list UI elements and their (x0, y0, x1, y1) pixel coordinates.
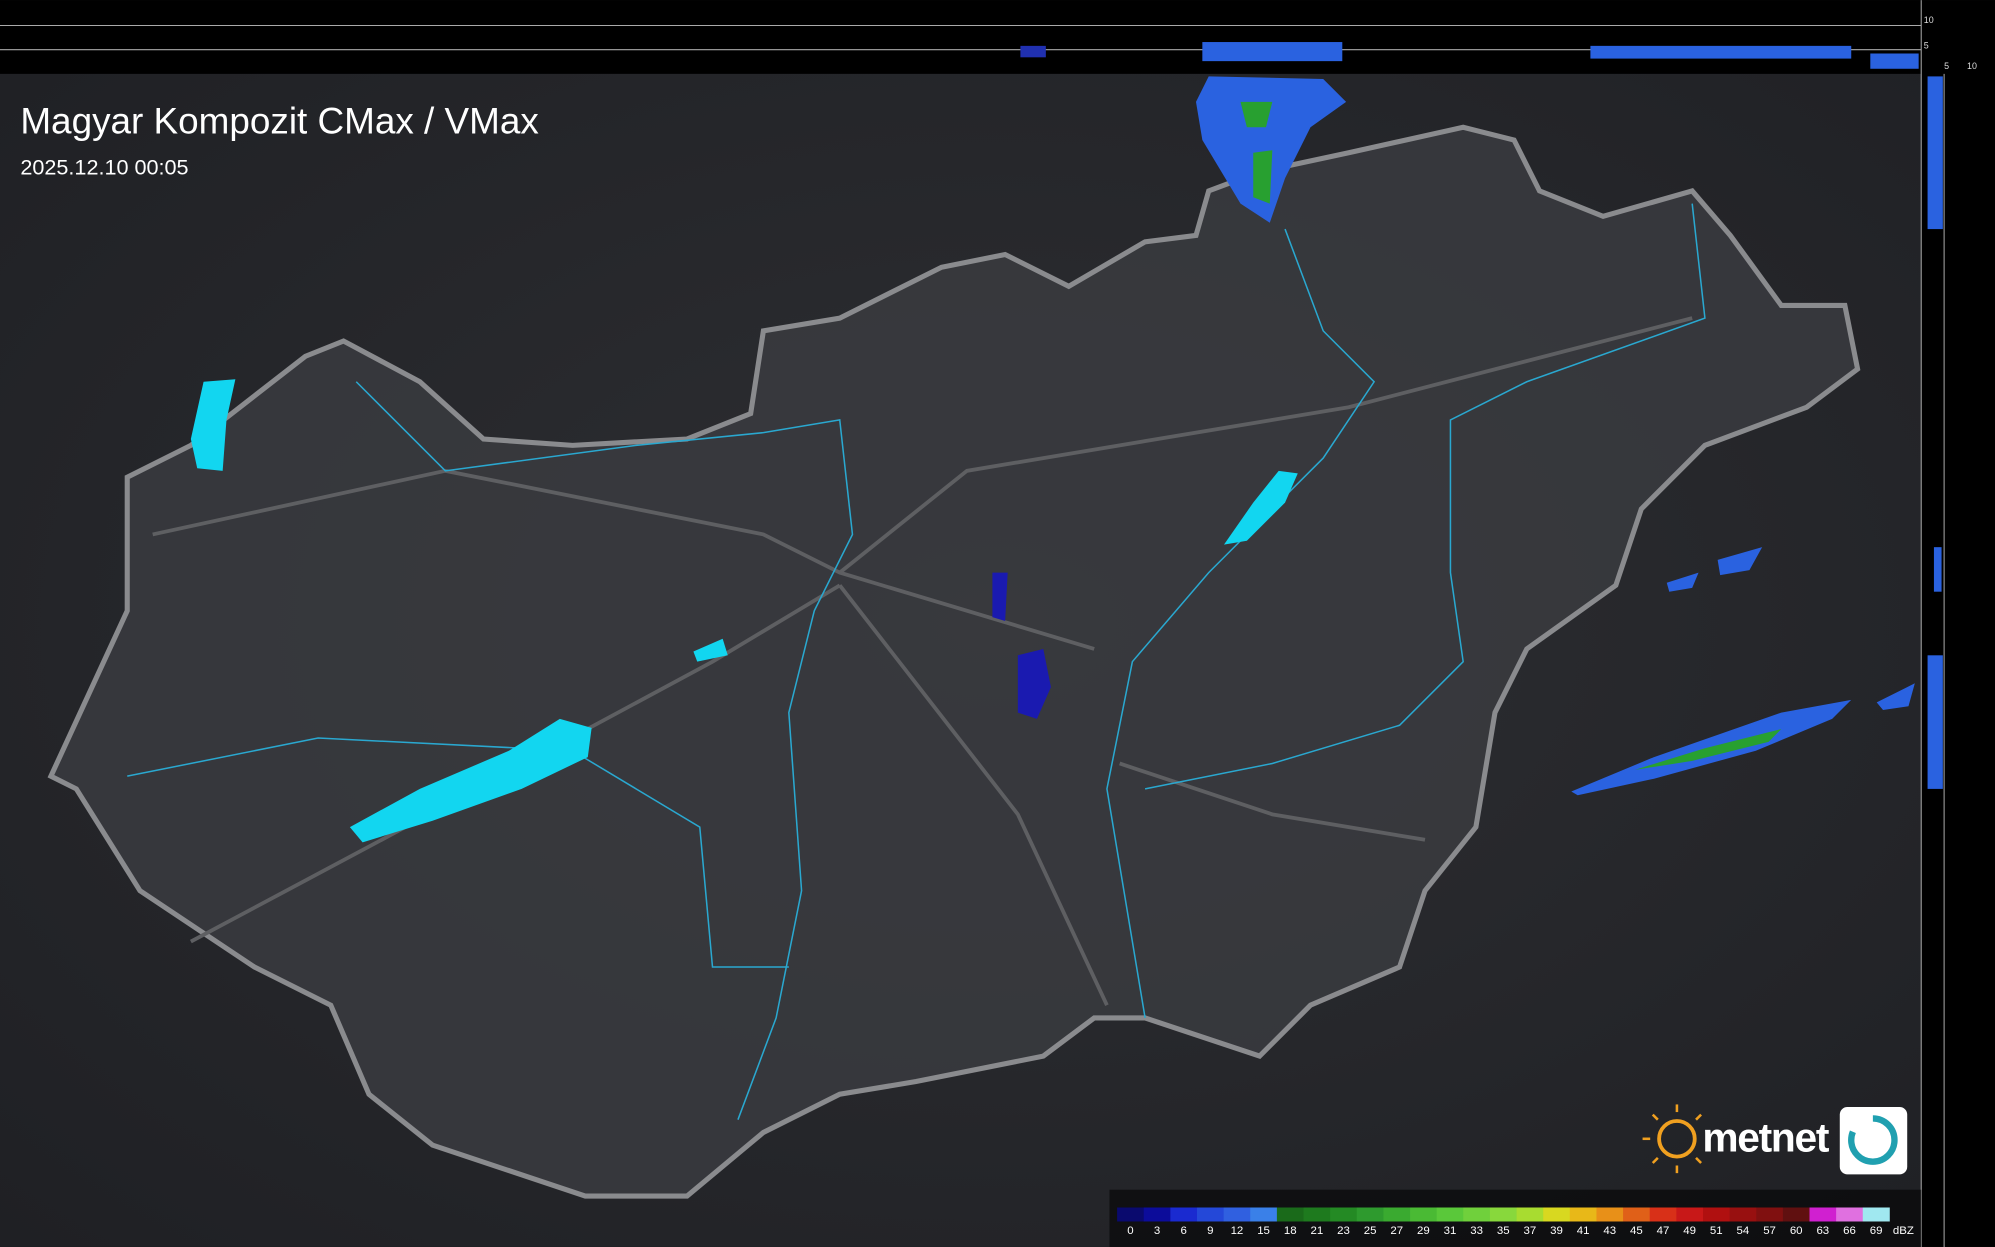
country-outline (47, 124, 1861, 1199)
legend-swatch (1117, 1207, 1145, 1222)
legend-label: 31 (1444, 1225, 1457, 1237)
legend-swatch (1862, 1207, 1890, 1222)
legend-swatch (1250, 1207, 1278, 1222)
legend-swatch (1756, 1207, 1784, 1222)
lake-tisza (1223, 470, 1298, 545)
legend-label: 15 (1257, 1225, 1270, 1237)
legend-swatch (1836, 1207, 1864, 1222)
color-legend: 0 3 6 9 12 15 18 21 23 25 27 29 31 33 35 37 39 41 43 45 47 49… (1117, 1207, 1890, 1237)
top-profile (0, 0, 1922, 74)
legend-label: 33 (1470, 1225, 1483, 1237)
legend-label: 18 (1284, 1225, 1297, 1237)
legend-label: 49 (1683, 1225, 1696, 1237)
legend-swatch (1170, 1207, 1198, 1222)
legend-swatch (1223, 1207, 1251, 1222)
profile-echo (1870, 53, 1919, 69)
legend-swatch (1782, 1207, 1810, 1222)
legend-label: 69 (1870, 1225, 1883, 1237)
legend-label: 54 (1737, 1225, 1750, 1237)
legend-label: 9 (1207, 1225, 1213, 1237)
legend-label: 60 (1790, 1225, 1803, 1237)
legend-label: 47 (1657, 1225, 1670, 1237)
legend-swatch (1809, 1207, 1837, 1222)
legend-label: 23 (1337, 1225, 1350, 1237)
legend-swatch (1569, 1207, 1597, 1222)
legend-label: 63 (1816, 1225, 1829, 1237)
legend-label: 6 (1180, 1225, 1186, 1237)
profile-echo (1933, 547, 1942, 592)
legend-label: 41 (1577, 1225, 1590, 1237)
legend-swatch (1516, 1207, 1544, 1222)
map-timestamp: 2025.12.10 00:05 (20, 154, 188, 179)
legend-label: 29 (1417, 1225, 1430, 1237)
profile-echo (1590, 45, 1852, 59)
legend-label: 3 (1154, 1225, 1160, 1237)
legend-label: 66 (1843, 1225, 1856, 1237)
legend-swatch (1729, 1207, 1757, 1222)
legend-label: 51 (1710, 1225, 1723, 1237)
legend-swatch (1543, 1207, 1571, 1222)
legend-swatch (1623, 1207, 1651, 1222)
profile-tick: 10 (1924, 15, 1934, 25)
legend-label: 21 (1310, 1225, 1323, 1237)
profile-echo (1927, 76, 1943, 230)
legend-swatch (1330, 1207, 1358, 1222)
legend-label: 43 (1603, 1225, 1616, 1237)
profile-echo (1927, 655, 1943, 789)
legend-label: 37 (1524, 1225, 1537, 1237)
legend-swatch (1356, 1207, 1384, 1222)
legend-label: 12 (1231, 1225, 1244, 1237)
legend-swatch (1276, 1207, 1304, 1222)
legend-label: 35 (1497, 1225, 1510, 1237)
legend-label: 45 (1630, 1225, 1643, 1237)
legend-swatch (1649, 1207, 1677, 1222)
lake-balaton (349, 718, 592, 843)
legend-swatch (1596, 1207, 1624, 1222)
profile-tick: 10 (1967, 61, 1977, 71)
legend-swatch (1143, 1207, 1171, 1222)
profile-tick: 5 (1944, 61, 1949, 71)
lake-ferto (190, 379, 236, 471)
radar-echo (1195, 76, 1347, 223)
legend-label: 39 (1550, 1225, 1563, 1237)
legend-unit: dBZ (1893, 1225, 1914, 1237)
legend-swatch (1463, 1207, 1491, 1222)
legend-label: 27 (1390, 1225, 1403, 1237)
legend-label: 57 (1763, 1225, 1776, 1237)
legend-swatch (1436, 1207, 1464, 1222)
legend-swatch (1410, 1207, 1438, 1222)
legend-swatch (1702, 1207, 1730, 1222)
map-title: Magyar Kompozit CMax / VMax (20, 101, 539, 142)
legend-swatch (1383, 1207, 1411, 1222)
profile-echo (1020, 45, 1046, 58)
legend-swatch (1196, 1207, 1225, 1222)
brand-name: metnet (1702, 1115, 1830, 1161)
radar-echo (1240, 101, 1273, 204)
legend-label: 0 (1127, 1225, 1133, 1237)
legend-swatch (1676, 1207, 1704, 1222)
legend-swatch (1303, 1207, 1331, 1222)
radar-echo (992, 572, 1051, 719)
profile-tick: 5 (1924, 40, 1929, 50)
brand-logo: metnet (1642, 1104, 1908, 1175)
legend-swatch (1489, 1207, 1517, 1222)
profile-echo (1202, 42, 1343, 62)
legend-label: 25 (1364, 1225, 1377, 1237)
radar-echo (1634, 729, 1782, 770)
lake-velence (693, 638, 728, 662)
